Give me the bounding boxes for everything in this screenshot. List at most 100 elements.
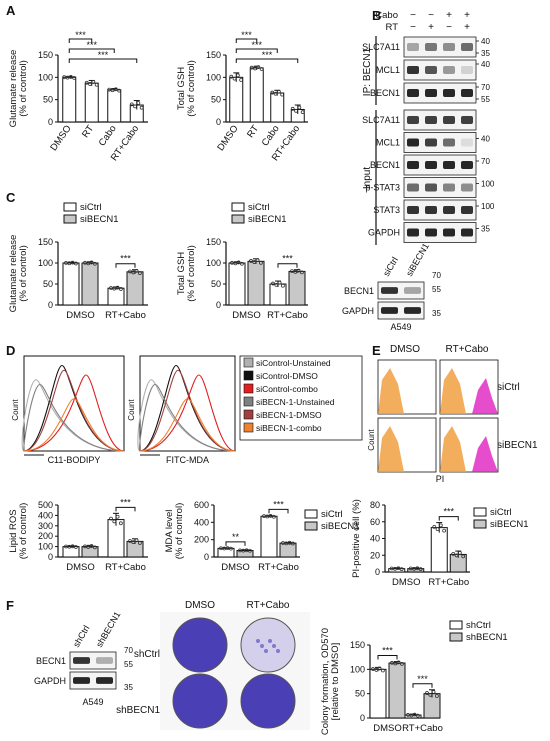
- band: [461, 66, 473, 74]
- data-point: [133, 104, 137, 109]
- data-point: [229, 74, 234, 79]
- y-tick-label: 150: [206, 237, 221, 247]
- x-tick-label: RT+Cabo: [105, 562, 146, 573]
- mw-label: 55: [432, 285, 441, 294]
- bar: [369, 668, 387, 719]
- y-tick-label: 500: [38, 500, 53, 510]
- data-point: [271, 281, 275, 286]
- y-tick-label: 0: [48, 117, 53, 127]
- band-label: GAPDH: [34, 676, 66, 686]
- band: [381, 307, 398, 314]
- band: [73, 657, 90, 664]
- x-tick-label: DMSO: [392, 577, 421, 588]
- band: [96, 657, 113, 664]
- data-point: [399, 567, 404, 572]
- data-point: [258, 260, 263, 265]
- legend-label: siCtrl: [80, 202, 102, 213]
- data-point: [137, 541, 142, 545]
- bar: [430, 527, 448, 573]
- histogram-trace: [23, 398, 125, 452]
- data-point: [390, 660, 394, 665]
- y-tick-label: 200: [194, 535, 209, 545]
- flow-y-label: Count: [367, 429, 376, 451]
- histogram-frame: [139, 355, 236, 452]
- data-point: [265, 514, 270, 519]
- legend-label: siControl-combo: [256, 384, 318, 394]
- x-tick-label: RT+Cabo: [402, 723, 443, 734]
- histogram-trace: [139, 398, 236, 452]
- mw-label: 40: [481, 60, 490, 69]
- data-point: [115, 285, 120, 290]
- band: [461, 89, 473, 97]
- y-axis-label: (% of control): [186, 60, 197, 117]
- x-tick-label: Cabo: [97, 123, 119, 148]
- band-label: STAT3: [373, 205, 400, 215]
- y-tick-label: 50: [43, 95, 53, 105]
- data-point: [438, 523, 443, 528]
- data-point: [451, 552, 456, 556]
- blot-strip: [403, 132, 477, 153]
- data-point: [249, 259, 253, 263]
- data-point: [235, 73, 240, 78]
- legend-swatch: [243, 357, 254, 368]
- bar: [388, 662, 406, 719]
- band: [461, 183, 473, 192]
- legend-swatch: [473, 519, 487, 529]
- row-label: shCtrl: [134, 649, 160, 660]
- y-axis-label: Glutamate release: [8, 50, 19, 128]
- cabo-sign: −: [428, 10, 434, 21]
- histogram-trace: [23, 374, 125, 452]
- data-point: [274, 282, 279, 287]
- data-point: [280, 283, 285, 288]
- band: [461, 161, 473, 169]
- flow-population: [378, 426, 404, 472]
- band: [407, 206, 419, 214]
- histogram-trace: [139, 369, 236, 452]
- bar: [84, 82, 99, 123]
- legend-label: siCtrl: [490, 507, 512, 518]
- data-point: [371, 667, 375, 671]
- histogram-y-label: Count: [127, 399, 136, 421]
- significance-label: ***: [241, 30, 252, 40]
- data-point: [290, 269, 294, 274]
- x-tick-label: DMSO: [66, 562, 95, 573]
- data-point: [119, 521, 123, 526]
- lane-label: shCtrl: [71, 624, 91, 649]
- band: [425, 206, 437, 214]
- cabo-sign: −: [410, 10, 416, 21]
- data-point: [128, 539, 132, 543]
- band-label: GAPDH: [368, 228, 400, 238]
- data-point: [134, 538, 139, 543]
- legend-label: siControl-DMSO: [256, 371, 318, 381]
- y-axis-label: Glutamate release: [8, 235, 19, 313]
- legend-swatch: [243, 422, 254, 433]
- data-point: [428, 692, 433, 697]
- band: [443, 206, 455, 214]
- data-point: [115, 514, 120, 519]
- y-tick-label: 0: [216, 117, 221, 127]
- blot-strip: [403, 222, 477, 243]
- band: [407, 43, 419, 51]
- y-tick-label: 80: [370, 500, 380, 510]
- bar: [288, 270, 306, 306]
- data-point: [91, 80, 96, 84]
- legend-swatch: [63, 214, 77, 224]
- mw-label: 70: [481, 83, 490, 92]
- data-point: [89, 260, 94, 265]
- y-tick-label: 100: [206, 72, 221, 82]
- legend-swatch: [231, 214, 245, 224]
- data-point: [280, 92, 285, 97]
- data-point: [374, 668, 379, 672]
- data-point: [131, 540, 136, 545]
- band-label: p-STAT3: [365, 183, 400, 193]
- data-point: [415, 713, 420, 718]
- data-point: [297, 105, 302, 110]
- data-point: [435, 527, 440, 532]
- significance-bracket: [235, 38, 258, 43]
- histogram-y-label: Count: [11, 399, 20, 421]
- band-label: GAPDH: [342, 306, 374, 316]
- data-point: [109, 516, 113, 521]
- ip-label: IP: BECN1: [362, 47, 373, 96]
- band-label: BECN1: [344, 286, 374, 296]
- data-point: [128, 269, 132, 274]
